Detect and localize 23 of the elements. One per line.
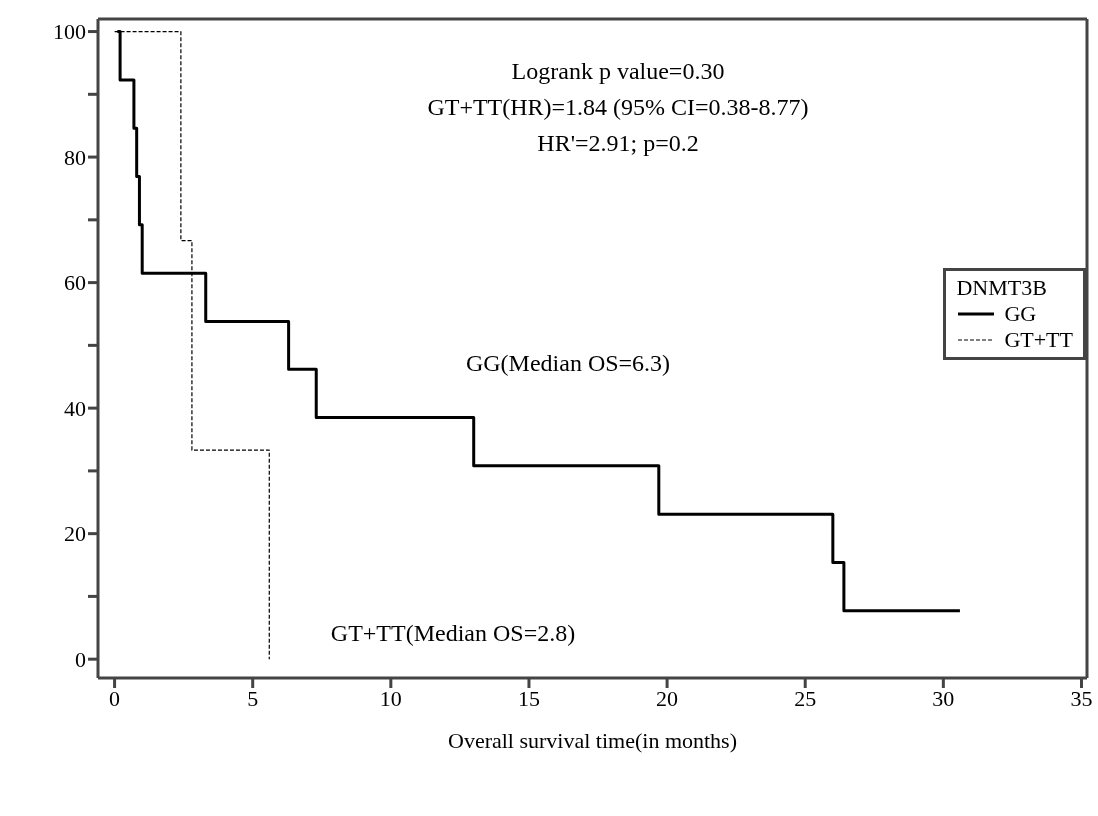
x-tick-label: 35 [1070, 685, 1093, 711]
annotation: GT+TT(HR)=1.84 (95% CI=0.38-8.77) [427, 94, 809, 121]
x-tick-label: 20 [656, 685, 679, 711]
legend-title: DNMT3B [956, 275, 1048, 301]
annotation: Logrank p value=0.30 [511, 58, 725, 85]
x-tick-label: 30 [932, 685, 955, 711]
x-tick-label: 0 [109, 685, 121, 711]
x-axis-title: Overall survival time(in months) [448, 728, 737, 753]
y-tick-label: 0 [75, 646, 86, 672]
annotation: GG(Median OS=6.3) [465, 350, 671, 377]
y-tick-label: 100 [53, 19, 86, 45]
legend-label: GT+TT [1004, 327, 1073, 353]
x-tick-label: 15 [517, 685, 540, 711]
annotation: HR'=2.91; p=0.2 [537, 130, 699, 157]
annotation: GT+TT(Median OS=2.8) [330, 620, 576, 647]
y-tick-label: 20 [64, 521, 86, 547]
x-tick-label: 10 [379, 685, 402, 711]
y-tick-label: 60 [64, 270, 86, 296]
x-tick-label: 25 [794, 685, 817, 711]
y-tick-label: 40 [64, 395, 86, 421]
legend-label: GG [1004, 301, 1037, 327]
x-tick-label: 5 [247, 685, 259, 711]
y-tick-label: 80 [64, 144, 86, 170]
